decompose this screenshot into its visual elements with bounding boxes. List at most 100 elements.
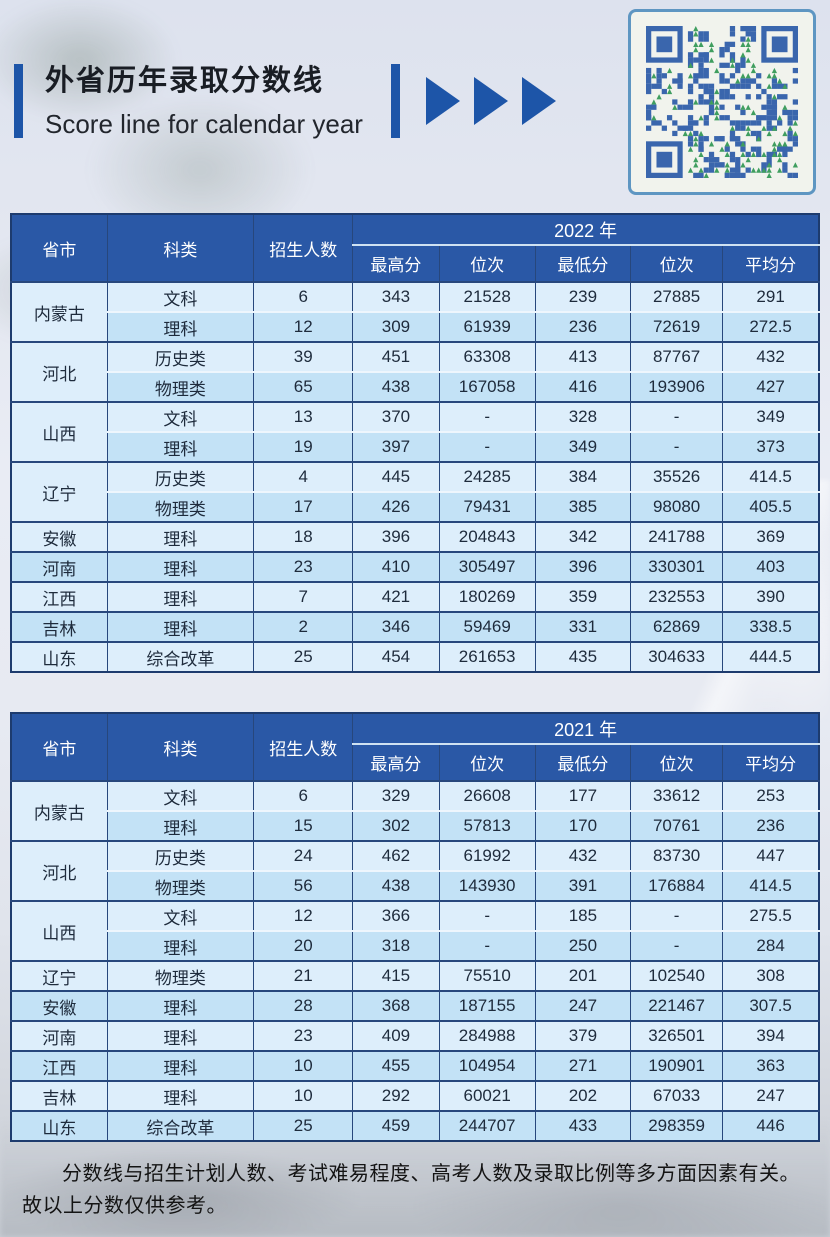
avg-cell: 349 xyxy=(722,401,820,433)
category-cell: 理科 xyxy=(106,1050,255,1082)
table-row: 山东 综合改革 25 454 261653 435 304633 444.5 xyxy=(10,641,820,673)
min-rank-cell: 27885 xyxy=(629,281,724,313)
max-cell: 459 xyxy=(352,1110,440,1142)
max-rank-cell: - xyxy=(438,930,536,962)
min-cell: 413 xyxy=(534,341,631,373)
enroll-cell: 6 xyxy=(253,281,354,313)
max-rank-cell: 79431 xyxy=(438,491,536,523)
min-cell: 328 xyxy=(534,401,631,433)
title-divider-bar xyxy=(390,64,400,139)
min-rank-cell: 176884 xyxy=(629,870,724,902)
category-cell: 文科 xyxy=(106,900,255,932)
table-row: 理科 12 309 61939 236 72619 272.5 xyxy=(11,311,820,343)
table-row: 理科 15 302 57813 170 70761 236 xyxy=(11,810,820,842)
province-cell: 内蒙古 xyxy=(10,780,108,842)
max-cell: 426 xyxy=(352,491,440,523)
avg-cell: 447 xyxy=(722,840,820,872)
min-rank-cell: - xyxy=(629,401,724,433)
min-rank-cell: 102540 xyxy=(629,960,724,992)
enroll-cell: 4 xyxy=(253,461,354,493)
subheader-row: 最高分 位次 最低分 位次 平均分 xyxy=(11,244,820,283)
province-cell: 江西 xyxy=(10,1050,108,1082)
avg-cell: 427 xyxy=(722,371,820,403)
table-row: 河南 理科 23 409 284988 379 326501 394 xyxy=(10,1020,820,1052)
table-row: 江西 理科 10 455 104954 271 190901 363 xyxy=(10,1050,820,1082)
min-cell: 342 xyxy=(534,521,631,553)
enroll-cell: 15 xyxy=(253,810,354,842)
min-rank-cell: 326501 xyxy=(629,1020,724,1052)
enroll-cell: 19 xyxy=(253,431,354,463)
max-rank-cell: 59469 xyxy=(438,611,536,643)
min-rank-cell: 98080 xyxy=(629,491,724,523)
col-header-avg-score: 平均分 xyxy=(722,743,820,782)
province-cell: 辽宁 xyxy=(10,461,108,523)
avg-cell: 414.5 xyxy=(722,870,820,902)
category-cell: 理科 xyxy=(106,930,255,962)
category-cell: 历史类 xyxy=(106,840,255,872)
enroll-cell: 65 xyxy=(253,371,354,403)
max-cell: 396 xyxy=(352,521,440,553)
min-cell: 331 xyxy=(534,611,631,643)
province-cell: 内蒙古 xyxy=(10,281,108,343)
col-header-province: 省市 xyxy=(10,213,108,283)
max-cell: 410 xyxy=(352,551,440,583)
page-subtitle: Score line for calendar year xyxy=(45,108,363,139)
avg-cell: 272.5 xyxy=(722,311,820,343)
score-table-2021: 省市 科类 招生人数 2021 年 最高分 位次 最低分 位次 平均分 内蒙古文… xyxy=(10,712,820,1142)
col-header-min-score: 最低分 xyxy=(534,244,631,283)
min-cell: 379 xyxy=(534,1020,631,1052)
province-cell: 河北 xyxy=(10,341,108,403)
triangle-icon xyxy=(425,77,460,126)
avg-cell: 253 xyxy=(722,780,820,812)
avg-cell: 247 xyxy=(722,1080,820,1112)
avg-cell: 390 xyxy=(722,581,820,613)
category-cell: 理科 xyxy=(106,311,255,343)
province-cell: 河南 xyxy=(10,551,108,583)
max-cell: 445 xyxy=(352,461,440,493)
province-cell: 河北 xyxy=(10,840,108,902)
max-rank-cell: 75510 xyxy=(438,960,536,992)
table-row: 山东 综合改革 25 459 244707 433 298359 446 xyxy=(10,1110,820,1142)
min-rank-cell: 70761 xyxy=(629,810,724,842)
header-row: 省市 科类 招生人数 2021 年 xyxy=(10,712,820,782)
province-cell: 安徽 xyxy=(10,990,108,1022)
table-row: 河北 历史类 39 451 63308 413 87767 432 xyxy=(10,341,820,403)
max-rank-cell: 143930 xyxy=(438,870,536,902)
max-cell: 462 xyxy=(352,840,440,872)
avg-cell: 338.5 xyxy=(722,611,820,643)
table-row: 吉林 理科 2 346 59469 331 62869 338.5 xyxy=(10,611,820,643)
category-cell: 理科 xyxy=(106,1080,255,1112)
min-rank-cell: 72619 xyxy=(629,311,724,343)
enroll-cell: 28 xyxy=(253,990,354,1022)
table-row: 安徽 理科 28 368 187155 247 221467 307.5 xyxy=(10,990,820,1022)
province-cell: 吉林 xyxy=(10,611,108,643)
enroll-cell: 56 xyxy=(253,870,354,902)
province-cell: 辽宁 xyxy=(10,960,108,992)
province-cell: 安徽 xyxy=(10,521,108,553)
max-cell: 343 xyxy=(352,281,440,313)
min-rank-cell: 83730 xyxy=(629,840,724,872)
max-rank-cell: 261653 xyxy=(438,641,536,673)
max-cell: 292 xyxy=(352,1080,440,1112)
table-row: 安徽 理科 18 396 204843 342 241788 369 xyxy=(10,521,820,553)
category-cell: 物理类 xyxy=(106,960,255,992)
enroll-cell: 20 xyxy=(253,930,354,962)
table-row: 河北 历史类 24 462 61992 432 83730 447 xyxy=(10,840,820,902)
province-cell: 河南 xyxy=(10,1020,108,1052)
table-row: 内蒙古 文科 6 343 21528 239 27885 291 xyxy=(10,281,820,343)
max-cell: 455 xyxy=(352,1050,440,1082)
avg-cell: 444.5 xyxy=(722,641,820,673)
title-accent-bar xyxy=(14,64,23,139)
avg-cell: 446 xyxy=(722,1110,820,1142)
col-header-max-score: 最高分 xyxy=(352,244,440,283)
min-cell: 185 xyxy=(534,900,631,932)
max-cell: 309 xyxy=(352,311,440,343)
max-rank-cell: 284988 xyxy=(438,1020,536,1052)
enroll-cell: 23 xyxy=(253,551,354,583)
col-header-max-score: 最高分 xyxy=(352,743,440,782)
min-cell: 247 xyxy=(534,990,631,1022)
category-cell: 物理类 xyxy=(106,491,255,523)
min-cell: 359 xyxy=(534,581,631,613)
max-rank-cell: 57813 xyxy=(438,810,536,842)
category-cell: 理科 xyxy=(106,990,255,1022)
